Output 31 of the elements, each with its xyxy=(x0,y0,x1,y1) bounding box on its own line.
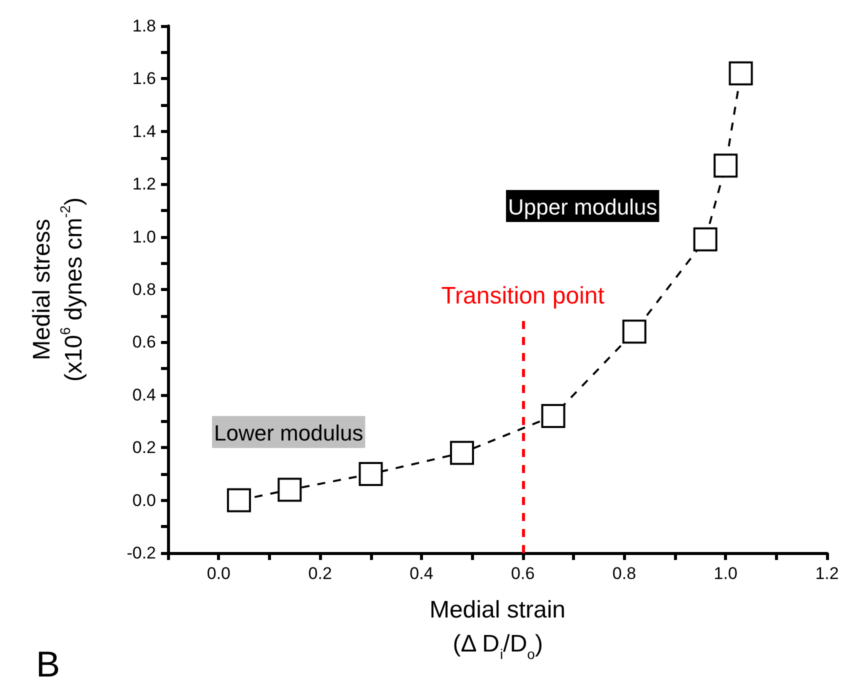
y-tick-label: 1.8 xyxy=(132,16,156,36)
ref-line-label: Transition point xyxy=(441,282,605,310)
y-tick-label: 1.2 xyxy=(132,174,156,194)
x-tick-label: 1.0 xyxy=(714,564,738,583)
y-tick-label: 0.6 xyxy=(132,332,156,352)
y-tick-label: 1.0 xyxy=(132,227,156,246)
point xyxy=(278,478,302,502)
y-tick-label: 0.2 xyxy=(132,438,156,458)
y-tick-label: 0.4 xyxy=(132,385,156,404)
text: B xyxy=(36,644,60,684)
point xyxy=(541,404,566,428)
annotation: Upper modulus xyxy=(508,194,658,220)
point xyxy=(728,61,753,86)
point xyxy=(358,462,383,486)
point xyxy=(450,440,474,465)
point xyxy=(693,227,718,252)
annotation: Lower modulus xyxy=(214,420,364,446)
x-tick-label: 0.8 xyxy=(612,564,636,583)
point xyxy=(622,320,646,344)
x-tick-label: 0.4 xyxy=(410,564,434,583)
x-tick-label: 0.0 xyxy=(206,564,231,583)
y-tick-label: -0.2 xyxy=(126,544,156,562)
y-tick-label: 1.4 xyxy=(132,122,156,141)
x-tick-label: 1.2 xyxy=(815,564,839,583)
y-tick-label: 0.8 xyxy=(132,280,156,299)
x-tick-label: 0.6 xyxy=(511,564,535,583)
point xyxy=(714,154,738,178)
y-tick-label: 0.0 xyxy=(132,490,156,510)
point xyxy=(226,488,251,512)
y-tick-label: 1.6 xyxy=(132,69,156,88)
x-tick-label: 0.2 xyxy=(308,564,332,583)
